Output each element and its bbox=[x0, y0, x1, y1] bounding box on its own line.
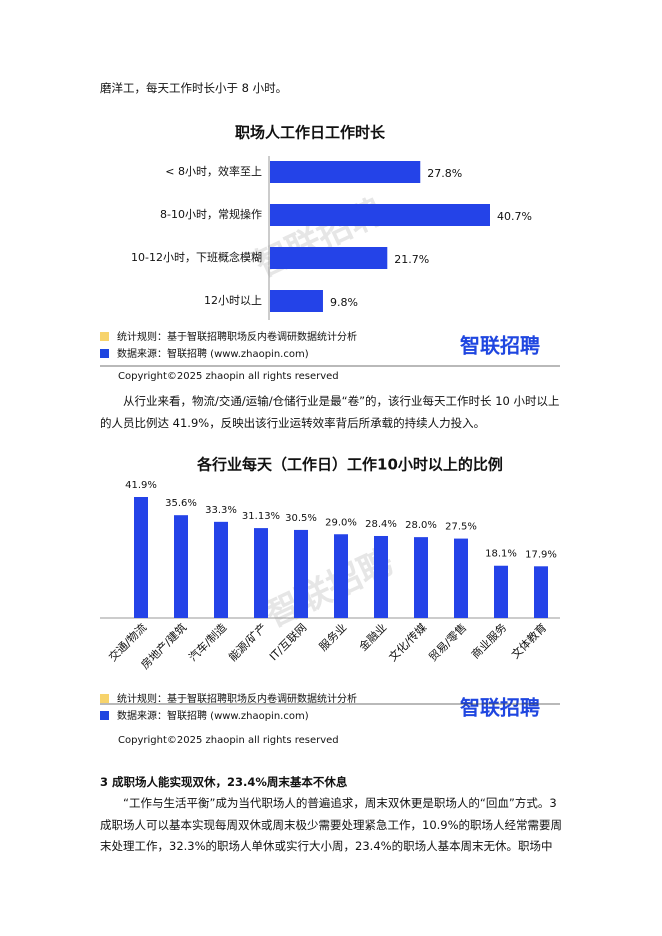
value-label: 21.7% bbox=[394, 253, 429, 266]
value-label: 17.9% bbox=[525, 549, 557, 560]
logo: 智联招聘 bbox=[460, 696, 540, 720]
value-label: 33.3% bbox=[205, 505, 237, 516]
paragraph: 磨洋工，每天工作时长小于 8 小时。 bbox=[100, 81, 288, 95]
bar bbox=[374, 535, 388, 618]
value-label: 28.4% bbox=[365, 519, 397, 530]
legend-swatch bbox=[100, 349, 109, 358]
bar bbox=[270, 290, 323, 312]
value-label: 28.0% bbox=[405, 520, 437, 531]
category-label: 服务业 bbox=[317, 621, 350, 654]
chart-title: 职场人工作日工作时长 bbox=[235, 124, 386, 142]
bar bbox=[270, 247, 388, 269]
bar bbox=[174, 515, 188, 618]
value-label: 18.1% bbox=[485, 549, 517, 560]
paragraph: 从行业来看，物流/交通/运输/仓储行业是最“卷”的，该行业每天工作时长 10 小… bbox=[100, 394, 560, 430]
category-label: 贸易/零售 bbox=[426, 620, 470, 664]
category-label: 12小时以上 bbox=[204, 294, 262, 307]
category-label: 文体教育 bbox=[508, 620, 549, 661]
note-source: 数据来源：智联招聘 (www.zhaopin.com) bbox=[117, 709, 309, 722]
value-label: 35.6% bbox=[165, 498, 197, 509]
logo: 智联招聘 bbox=[460, 334, 540, 358]
bar bbox=[254, 528, 268, 618]
value-label: 9.8% bbox=[330, 296, 358, 309]
legend-swatch bbox=[100, 332, 109, 341]
copyright: Copyright©2025 zhaopin all rights reserv… bbox=[118, 371, 339, 382]
bar bbox=[270, 204, 490, 226]
value-label: 30.5% bbox=[285, 513, 317, 524]
value-label: 29.0% bbox=[325, 517, 357, 528]
bar bbox=[134, 497, 148, 618]
bar bbox=[454, 538, 468, 618]
note-source: 数据来源：智联招聘 (www.zhaopin.com) bbox=[117, 347, 309, 360]
bar bbox=[294, 529, 308, 618]
category-label: < 8小时，效率至上 bbox=[165, 164, 262, 178]
paragraph: “工作与生活平衡”成为当代职场人的普遍追求，周末双休更是职场人的“回血”方式。3… bbox=[100, 796, 563, 853]
value-label: 40.7% bbox=[497, 210, 532, 223]
bar bbox=[214, 521, 228, 618]
value-label: 27.8% bbox=[427, 167, 462, 180]
bar bbox=[534, 566, 548, 618]
chart-title: 各行业每天（工作日）工作10小时以上的比例 bbox=[196, 456, 503, 474]
value-label: 41.9% bbox=[125, 480, 157, 491]
category-label: 8-10小时，常规操作 bbox=[160, 207, 262, 221]
value-label: 31.13% bbox=[242, 511, 280, 522]
category-label: 金融业 bbox=[356, 620, 389, 653]
note-rule: 统计规则：基于智联招聘职场反内卷调研数据统计分析 bbox=[117, 330, 357, 343]
legend-swatch bbox=[100, 711, 109, 720]
heading: 3 成职场人能实现双休，23.4%周末基本不休息 bbox=[100, 775, 348, 789]
bar bbox=[414, 537, 428, 618]
category-label: 文化/传媒 bbox=[386, 620, 430, 664]
bar bbox=[334, 534, 348, 618]
note-rule: 统计规则：基于智联招聘职场反内卷调研数据统计分析 bbox=[117, 692, 357, 705]
category-label: 汽车/制造 bbox=[186, 620, 230, 664]
bar bbox=[494, 565, 508, 618]
copyright: Copyright©2025 zhaopin all rights reserv… bbox=[118, 735, 339, 746]
category-label: 10-12小时，下班概念模糊 bbox=[131, 250, 262, 264]
bar bbox=[270, 161, 421, 183]
legend-swatch bbox=[100, 694, 109, 703]
category-label: 能源/矿产 bbox=[226, 620, 270, 664]
value-label: 27.5% bbox=[445, 522, 477, 533]
category-label: 商业服务 bbox=[468, 620, 509, 661]
